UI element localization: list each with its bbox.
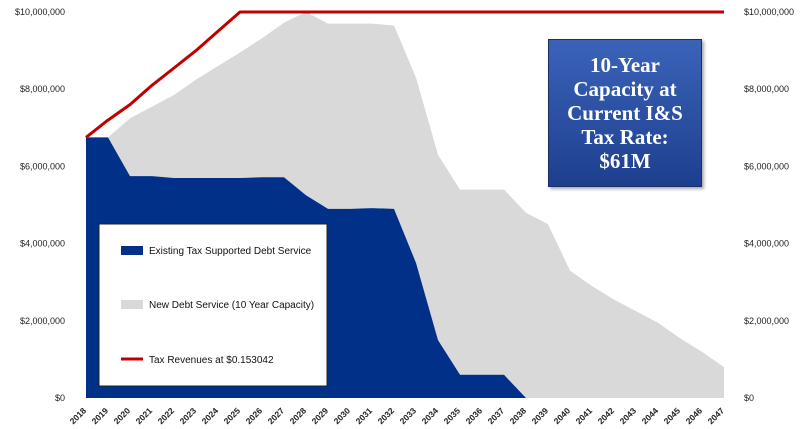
x-tick-label: 2031 — [354, 405, 375, 426]
x-tick-label: 2024 — [200, 405, 221, 426]
x-tick-label: 2022 — [156, 405, 177, 426]
x-tick-label: 2027 — [266, 405, 287, 426]
x-tick-label: 2036 — [464, 405, 485, 426]
x-tick-label: 2030 — [332, 405, 353, 426]
x-tick-label: 2019 — [90, 405, 111, 426]
y-tick-label-left: $4,000,000 — [20, 239, 65, 249]
x-tick-label: 2038 — [508, 405, 529, 426]
y-tick-label-right: $8,000,000 — [744, 84, 789, 94]
y-tick-label-left: $2,000,000 — [20, 316, 65, 326]
y-tick-label-left: $8,000,000 — [20, 84, 65, 94]
x-tick-label: 2039 — [530, 405, 551, 426]
x-tick-label: 2033 — [398, 405, 419, 426]
x-tick-label: 2047 — [706, 405, 727, 426]
x-tick-label: 2021 — [134, 405, 155, 426]
x-tick-label: 2035 — [442, 405, 463, 426]
capacity-callout: 10-Year Capacity at Current I&S Tax Rate… — [548, 39, 702, 187]
x-tick-label: 2044 — [640, 405, 661, 426]
x-tick-label: 2025 — [222, 405, 243, 426]
legend-swatch-existing-debt — [121, 246, 143, 255]
legend-label-new-debt: New Debt Service (10 Year Capacity) — [149, 300, 314, 311]
x-tick-label: 2041 — [574, 405, 595, 426]
y-tick-label-right: $4,000,000 — [744, 239, 789, 249]
callout-line-5: $61M — [599, 149, 651, 173]
x-tick-label: 2026 — [244, 405, 265, 426]
legend-swatch-new-debt — [121, 300, 143, 309]
legend-label-tax-revenues: Tax Revenues at $0.153042 — [149, 355, 274, 366]
x-tick-label: 2037 — [486, 405, 507, 426]
line-tax-revenues — [85, 10, 724, 139]
y-tick-label-right: $2,000,000 — [744, 316, 789, 326]
x-tick-label: 2042 — [596, 405, 617, 426]
y-tick-label-left: $6,000,000 — [20, 161, 65, 171]
x-tick-label: 2043 — [618, 405, 639, 426]
legend-label-existing-debt: Existing Tax Supported Debt Service — [149, 246, 312, 257]
callout-line-2: Capacity at — [573, 77, 677, 101]
x-tick-label: 2046 — [684, 405, 705, 426]
x-tick-label: 2040 — [552, 405, 573, 426]
x-tick-label: 2018 — [68, 405, 89, 426]
x-tick-label: 2028 — [288, 405, 309, 426]
y-tick-label-right: $0 — [744, 393, 754, 403]
callout-line-1: 10-Year — [590, 53, 660, 77]
y-tick-label-right: $6,000,000 — [744, 161, 789, 171]
y-tick-label-left: $10,000,000 — [15, 7, 65, 17]
x-tick-label: 2045 — [662, 405, 683, 426]
x-tick-label: 2020 — [112, 405, 133, 426]
x-tick-label: 2034 — [420, 405, 441, 426]
area-new-debt-service — [86, 12, 724, 398]
x-tick-label: 2032 — [376, 405, 397, 426]
callout-line-4: Tax Rate: — [581, 125, 669, 149]
x-tick-label: 2029 — [310, 405, 331, 426]
y-tick-label-left: $0 — [55, 393, 65, 403]
legend: Existing Tax Supported Debt Service New … — [98, 223, 328, 387]
x-tick-label: 2023 — [178, 405, 199, 426]
y-tick-label-right: $10,000,000 — [744, 7, 794, 17]
callout-line-3: Current I&S — [567, 101, 683, 125]
